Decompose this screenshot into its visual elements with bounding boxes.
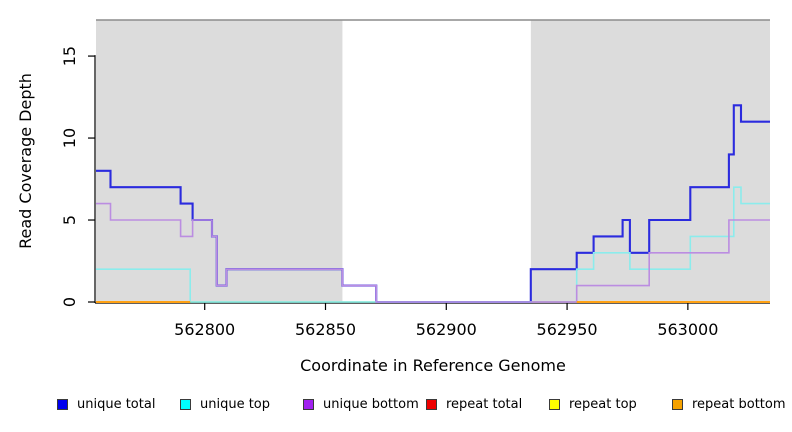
shaded-regions <box>96 20 770 303</box>
legend-swatch-repeat-top <box>549 399 560 410</box>
x-tick-label: 562950 <box>537 320 598 339</box>
legend-item-unique-top: unique top <box>180 397 303 412</box>
x-tick-label: 562850 <box>295 320 356 339</box>
x-tick-label: 563000 <box>657 320 718 339</box>
series-line-unique-bottom <box>96 202 770 303</box>
axes: 562800 562850 562900 562950 563000 0 5 10 15 <box>60 46 770 339</box>
legend-label: unique bottom <box>323 397 419 412</box>
x-tick-label: 562900 <box>416 320 477 339</box>
y-tick-label: 10 <box>60 128 79 148</box>
y-tick-label: 0 <box>60 297 79 307</box>
series-lines <box>96 104 770 304</box>
legend-swatch-repeat-total <box>426 399 437 410</box>
legend-item-repeat-top: repeat top <box>549 397 672 412</box>
y-tick-label: 15 <box>60 46 79 66</box>
legend-label: unique top <box>200 397 271 412</box>
y-axis-title: Read Coverage Depth <box>16 73 35 249</box>
legend-item-repeat-bottom: repeat bottom <box>672 397 792 412</box>
left-gray-region <box>96 20 343 303</box>
y-tick-label: 5 <box>60 215 79 225</box>
legend-swatch-repeat-bottom <box>672 399 683 410</box>
x-tick-label: 562800 <box>174 320 235 339</box>
legend-label: repeat top <box>569 397 637 412</box>
x-axis-title: Coordinate in Reference Genome <box>300 356 566 375</box>
legend-item-unique-total: unique total <box>57 397 180 412</box>
legend-item-unique-bottom: unique bottom <box>303 397 426 412</box>
legend-item-repeat-total: repeat total <box>426 397 549 412</box>
legend-swatch-unique-bottom <box>303 399 314 410</box>
legend-swatch-unique-top <box>180 399 191 410</box>
legend: unique total unique top unique bottom repea… <box>57 397 792 412</box>
legend-label: repeat total <box>446 397 523 412</box>
right-gray-region <box>530 20 770 303</box>
legend-label: unique total <box>77 397 156 412</box>
legend-label: repeat bottom <box>692 397 786 412</box>
legend-swatch-unique-total <box>57 399 68 410</box>
